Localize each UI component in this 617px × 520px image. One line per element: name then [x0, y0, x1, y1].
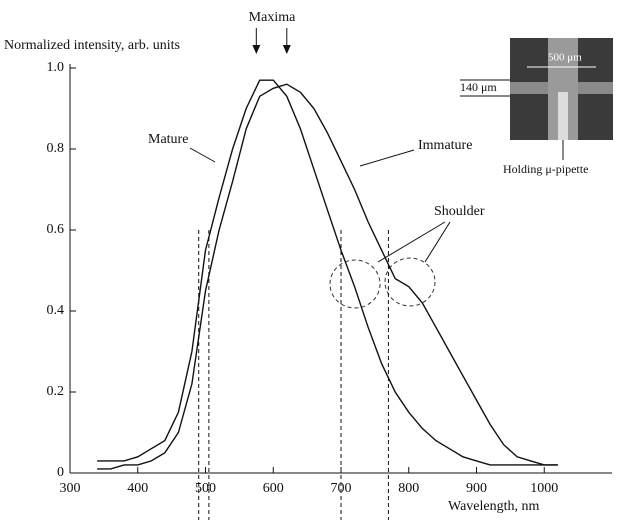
- series-label: Mature: [148, 132, 188, 147]
- leader-line: [359, 149, 415, 167]
- maxima-arrowhead: [282, 45, 291, 54]
- series-line: [97, 83, 558, 470]
- x-axis-label: Wavelength, nm: [448, 499, 540, 514]
- y-tick-label: 0.8: [47, 141, 65, 156]
- y-tick-label: 0: [57, 465, 64, 480]
- y-tick-label: 1.0: [47, 60, 65, 75]
- inset-width-label: 500 μm: [548, 52, 582, 64]
- x-tick-label: 600: [263, 481, 284, 496]
- leader-line: [377, 221, 446, 263]
- series-line: [97, 79, 558, 466]
- y-tick-label: 0.6: [47, 222, 65, 237]
- shoulder-label: Shoulder: [434, 204, 485, 219]
- series-label: Immature: [418, 138, 472, 153]
- y-tick-label: 0.2: [47, 384, 65, 399]
- x-tick-label: 500: [195, 481, 216, 496]
- x-tick-label: 300: [60, 481, 81, 496]
- shoulder-circle: [384, 257, 436, 307]
- x-tick-label: 1000: [530, 481, 558, 496]
- inset-pipette-label: Holding μ-pipette: [503, 162, 588, 176]
- maxima-arrowhead: [252, 45, 261, 54]
- inset-pipette: [558, 92, 568, 140]
- shoulder-circle: [329, 259, 381, 309]
- x-tick-label: 900: [466, 481, 487, 496]
- x-tick-label: 800: [398, 481, 419, 496]
- inset-height-label: 140 μm: [460, 80, 497, 94]
- maxima-label: Maxima: [249, 10, 296, 25]
- inset: 500 μm 140 μm Holding μ-pipette: [460, 38, 613, 176]
- x-tick-label: 400: [127, 481, 148, 496]
- leader-line: [424, 221, 451, 263]
- y-axis-label: Normalized intensity, arb. units: [4, 38, 180, 53]
- y-tick-label: 0.4: [47, 303, 65, 318]
- leader-line: [189, 147, 216, 163]
- x-tick-label: 700: [331, 481, 352, 496]
